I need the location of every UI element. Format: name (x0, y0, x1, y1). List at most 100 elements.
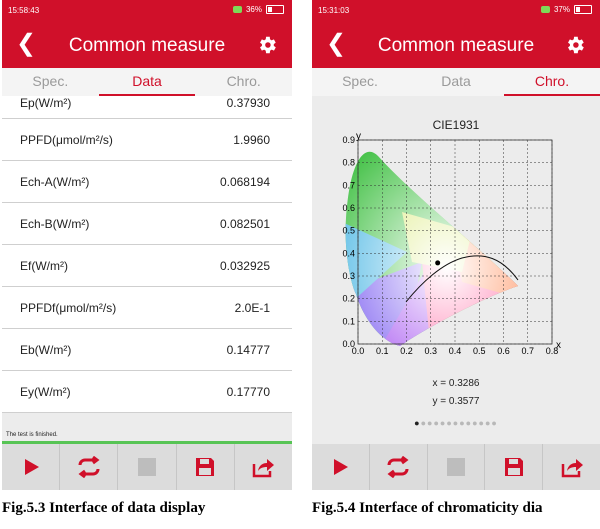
page-dot: ● (439, 418, 447, 428)
gear-icon[interactable] (564, 34, 586, 56)
item-value: 0.17770 (226, 384, 270, 399)
save-button[interactable] (177, 444, 235, 490)
y-tick-label: 0.4 (342, 248, 355, 258)
share-button[interactable] (235, 444, 292, 490)
page-dot: ● (433, 418, 440, 428)
battery-level: 37% (553, 5, 570, 14)
play-icon (334, 459, 349, 475)
item-label: Ech-A(W/m²) (20, 174, 90, 189)
repeat-button[interactable] (370, 444, 428, 490)
y-tick-label: 0.3 (342, 271, 355, 281)
chromaticity-screen: 15:31:03 37% ❮ Common measure Spec. Data… (312, 0, 600, 490)
list-item: Ep(W/m²) 0.37930 (2, 96, 292, 119)
page-title: Common measure (68, 35, 226, 56)
back-icon[interactable]: ❮ (16, 30, 37, 57)
share-button[interactable] (543, 444, 600, 490)
chart-title: CIE1931 (432, 118, 480, 132)
x-tick-label: 0.6 (497, 346, 510, 356)
battery-icon (574, 5, 592, 14)
list-item: Eb(W/m²) 0.14777 (2, 329, 292, 371)
tab-bar: Spec. Data Chro. (2, 68, 292, 96)
list-item: Ech-A(W/m²) 0.068194 (2, 161, 292, 203)
y-tick-label: 0.5 (342, 226, 355, 236)
repeat-button[interactable] (60, 444, 119, 490)
x-tick-label: 0.8 (546, 346, 559, 356)
x-axis-label: x (556, 340, 561, 351)
share-icon (253, 459, 275, 478)
list-item: PPFDf(μmol/m²/s) 2.0E-1 (2, 287, 292, 329)
item-label: Ech-B(W/m²) (20, 216, 90, 231)
signal-icon (540, 6, 550, 13)
plot-frame (357, 139, 553, 345)
stop-button[interactable] (118, 444, 177, 490)
play-button[interactable] (2, 444, 61, 490)
y-tick-label: 0.6 (342, 203, 355, 213)
tab-bar: Spec. Data Chro. (312, 68, 600, 96)
list-item: Ey(W/m²) 0.17770 (2, 371, 292, 413)
tab-spec[interactable]: Spec. (32, 73, 69, 89)
battery-icon (266, 5, 284, 14)
gear-icon[interactable] (256, 34, 278, 56)
tab-chro[interactable]: Chro. (504, 68, 600, 96)
save-button[interactable] (485, 444, 544, 490)
item-value: 0.14777 (226, 342, 270, 357)
page-dot: ● (414, 418, 421, 428)
item-value: 1.9960 (233, 132, 270, 147)
cie-chart: 0.0 0.1 0.2 0.3 0.4 0.5 0.6 0.7 0.8 0.0 0.1 0.2 0.3 0… (342, 132, 561, 356)
x-tick-label: 0.3 (424, 346, 437, 356)
status-bar: 15:58:43 36% (2, 0, 292, 22)
item-value: 0.37930 (226, 96, 270, 110)
item-label: Ef(W/m²) (20, 258, 68, 273)
page-dot: ● (478, 418, 485, 428)
page-dot: ● (491, 418, 498, 428)
bottom-toolbar (2, 444, 292, 490)
chromaticity-point (435, 260, 441, 266)
tab-data[interactable]: Data (98, 68, 196, 96)
list-item: PPFD(μmol/m²/s) 1.9960 (2, 119, 292, 161)
page-dot: ● (484, 418, 492, 428)
repeat-icon (78, 456, 100, 478)
page-dot: ● (446, 418, 453, 428)
status-bar: 15:31:03 37% (312, 0, 600, 22)
x-tick-label: 0.2 (400, 346, 413, 356)
y-tick-label: 0.9 (342, 135, 355, 145)
caption-right: Fig.5.4 Interface of chromaticity dia (312, 500, 543, 516)
app-bar: ❮ Common measure (2, 22, 292, 68)
y-tick-label: 0.7 (342, 180, 355, 190)
item-label: PPFDf(μmol/m²/s) (20, 300, 117, 315)
back-icon[interactable]: ❮ (326, 30, 347, 57)
item-value: 0.032925 (219, 258, 270, 273)
tab-chro[interactable]: Chro. (226, 73, 261, 89)
stop-button[interactable] (428, 444, 486, 490)
coord-y: y = 0.3577 (432, 396, 480, 407)
y-tick-label: 0.0 (342, 339, 355, 349)
data-list: Ep(W/m²) 0.37930 PPFD(μmol/m²/s) 1.9960 Ec… (2, 96, 292, 413)
data-display-screen: 15:58:43 36% ❮ Common measure Spec. Data… (2, 0, 292, 490)
coord-x: x = 0.3286 (432, 378, 480, 389)
page-indicator: ●●●●●●●●●●●●● (312, 418, 600, 428)
item-label: Ey(W/m²) (20, 384, 71, 399)
item-value: 0.068194 (219, 174, 270, 189)
tab-data[interactable]: Data (441, 73, 471, 89)
x-tick-label: 0.7 (521, 346, 534, 356)
page-dot: ● (420, 418, 428, 428)
play-icon (24, 459, 39, 475)
tab-spec[interactable]: Spec. (342, 73, 378, 89)
item-value: 0.082501 (219, 216, 270, 231)
page-dot: ● (427, 418, 434, 428)
x-tick-label: 0.0 (352, 346, 365, 356)
y-axis-label: y (356, 132, 361, 142)
y-tick-label: 0.1 (342, 316, 355, 326)
page-dot: ● (459, 418, 466, 428)
list-item: Ef(W/m²) 0.032925 (2, 245, 292, 287)
chromaticity-panel: CIE1931 0.0 0. (312, 96, 600, 444)
planckian-locus (405, 255, 519, 303)
save-icon (196, 458, 215, 476)
bottom-toolbar (312, 444, 600, 490)
chart-grid (357, 139, 553, 345)
page-title: Common measure (377, 35, 535, 56)
signal-icon (232, 6, 242, 13)
play-button[interactable] (312, 444, 370, 490)
list-item: Ech-B(W/m²) 0.082501 (2, 203, 292, 245)
caption-left: Fig.5.3 Interface of data display (2, 500, 206, 516)
